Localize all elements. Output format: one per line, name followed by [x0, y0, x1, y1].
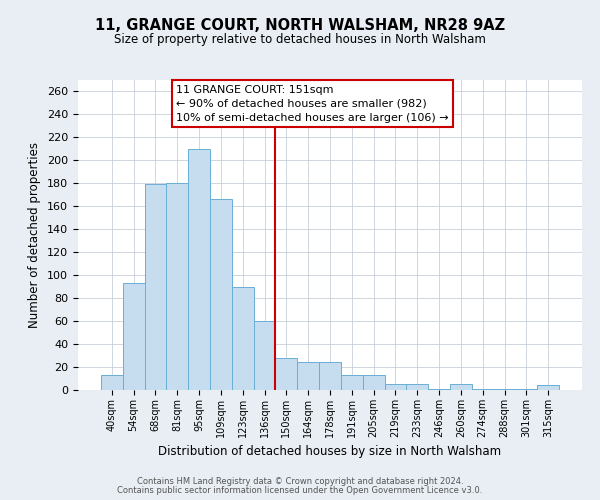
Bar — [188, 149, 210, 390]
Bar — [101, 375, 123, 390]
Bar — [537, 386, 559, 390]
Bar — [297, 362, 319, 390]
Bar — [232, 286, 254, 390]
X-axis label: Distribution of detached houses by size in North Walsham: Distribution of detached houses by size … — [158, 446, 502, 458]
Bar — [363, 375, 385, 390]
Text: 11, GRANGE COURT, NORTH WALSHAM, NR28 9AZ: 11, GRANGE COURT, NORTH WALSHAM, NR28 9A… — [95, 18, 505, 32]
Bar — [166, 184, 188, 390]
Bar — [145, 184, 166, 390]
Text: Size of property relative to detached houses in North Walsham: Size of property relative to detached ho… — [114, 32, 486, 46]
Bar — [254, 321, 275, 390]
Bar — [210, 200, 232, 390]
Text: Contains HM Land Registry data © Crown copyright and database right 2024.: Contains HM Land Registry data © Crown c… — [137, 477, 463, 486]
Text: Contains public sector information licensed under the Open Government Licence v3: Contains public sector information licen… — [118, 486, 482, 495]
Bar — [406, 384, 428, 390]
Y-axis label: Number of detached properties: Number of detached properties — [28, 142, 41, 328]
Bar — [494, 389, 515, 390]
Bar — [275, 358, 297, 390]
Bar — [385, 384, 406, 390]
Bar — [341, 375, 363, 390]
Bar — [428, 389, 450, 390]
Bar — [472, 389, 494, 390]
Bar — [319, 362, 341, 390]
Text: 11 GRANGE COURT: 151sqm
← 90% of detached houses are smaller (982)
10% of semi-d: 11 GRANGE COURT: 151sqm ← 90% of detache… — [176, 84, 449, 122]
Bar — [123, 283, 145, 390]
Bar — [450, 384, 472, 390]
Bar — [515, 389, 537, 390]
